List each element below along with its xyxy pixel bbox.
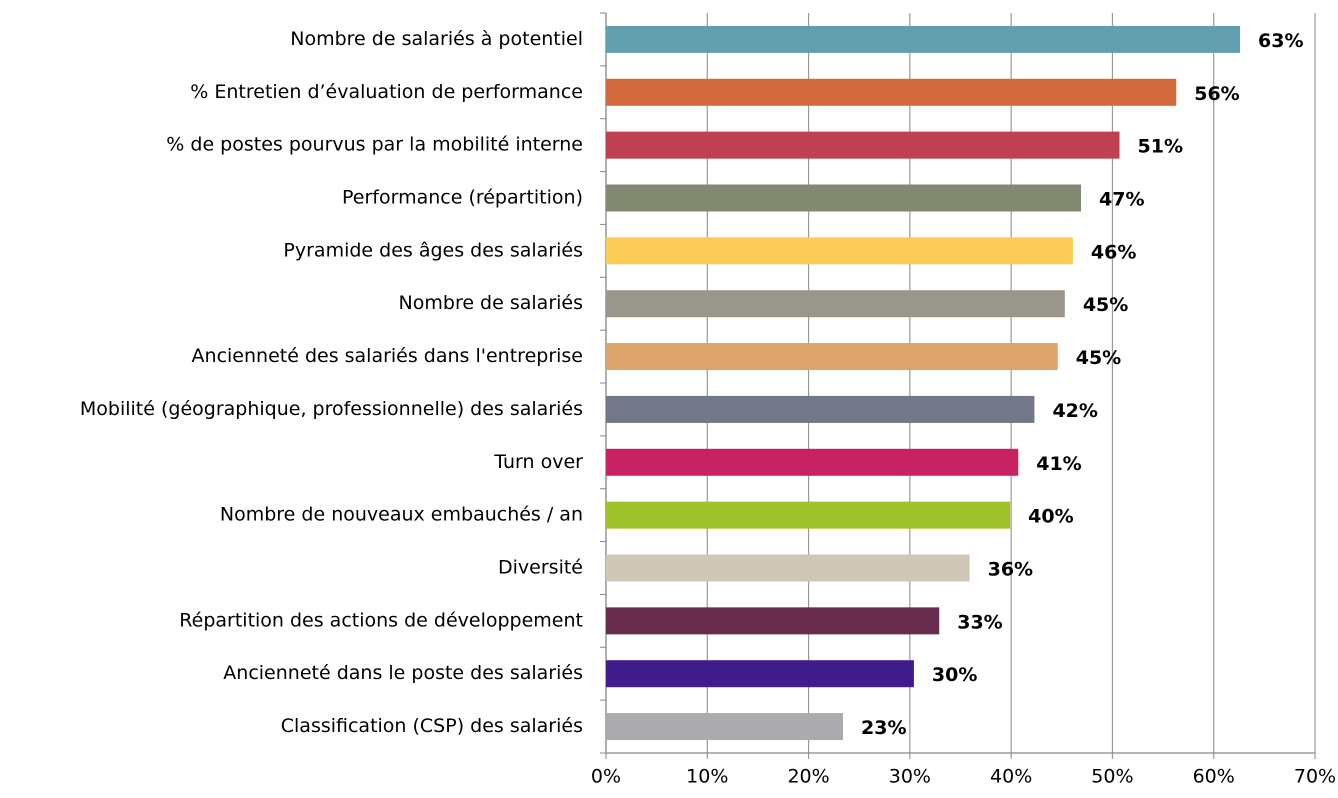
y-tick-label: Ancienneté des salariés dans l'entrepris…	[192, 345, 583, 367]
bar	[606, 607, 940, 635]
y-tick-label: % Entretien d’évaluation de performance	[190, 81, 583, 103]
y-tick-label: Mobilité (géographique, professionnelle)…	[80, 398, 583, 420]
y-tick-label: Turn over	[493, 451, 583, 473]
bar	[606, 25, 1241, 53]
value-label: 56%	[1194, 83, 1239, 105]
value-label: 33%	[957, 611, 1002, 633]
y-tick-label: Nombre de nouveaux embauchés / an	[220, 504, 583, 526]
value-label: 51%	[1138, 136, 1183, 158]
x-tick-label: 60%	[1193, 766, 1235, 788]
x-tick-label: 50%	[1091, 766, 1133, 788]
x-tick-label: 30%	[889, 766, 931, 788]
x-tick-label: 10%	[686, 766, 728, 788]
y-tick-label: Nombre de salariés à potentiel	[290, 28, 583, 50]
value-label: 46%	[1091, 241, 1136, 263]
bar	[606, 501, 1011, 529]
bar	[606, 184, 1082, 212]
bar	[606, 131, 1120, 159]
y-tick-label: Pyramide des âges des salariés	[283, 239, 583, 261]
bar	[606, 448, 1019, 476]
bar	[606, 78, 1177, 106]
x-tick-label: 70%	[1294, 766, 1336, 788]
value-label: 47%	[1099, 189, 1144, 211]
x-tick-label: 40%	[990, 766, 1032, 788]
value-label: 40%	[1028, 506, 1073, 528]
bar	[606, 237, 1073, 265]
y-tick-label: Nombre de salariés	[399, 292, 583, 314]
bar	[606, 554, 970, 582]
x-tick-label: 0%	[591, 766, 621, 788]
bar	[606, 713, 844, 741]
value-label: 23%	[861, 717, 906, 739]
bar	[606, 660, 914, 688]
value-label: 42%	[1052, 400, 1097, 422]
y-tick-label: Ancienneté dans le poste des salariés	[223, 662, 583, 684]
value-label: 45%	[1076, 347, 1121, 369]
bar	[606, 290, 1065, 318]
y-tick-label: Répartition des actions de développement	[179, 609, 583, 631]
value-label: 63%	[1258, 30, 1303, 52]
y-tick-label: Diversité	[498, 557, 583, 579]
value-label: 30%	[932, 664, 977, 686]
bar	[606, 343, 1058, 371]
x-tick-label: 20%	[787, 766, 829, 788]
bar	[606, 395, 1035, 423]
y-tick-label: Classification (CSP) des salariés	[281, 715, 583, 737]
value-label: 36%	[988, 559, 1033, 581]
value-label: 41%	[1036, 453, 1081, 475]
value-label: 45%	[1083, 294, 1128, 316]
y-tick-label: % de postes pourvus par la mobilité inte…	[166, 134, 583, 156]
y-tick-label: Performance (répartition)	[342, 187, 583, 209]
